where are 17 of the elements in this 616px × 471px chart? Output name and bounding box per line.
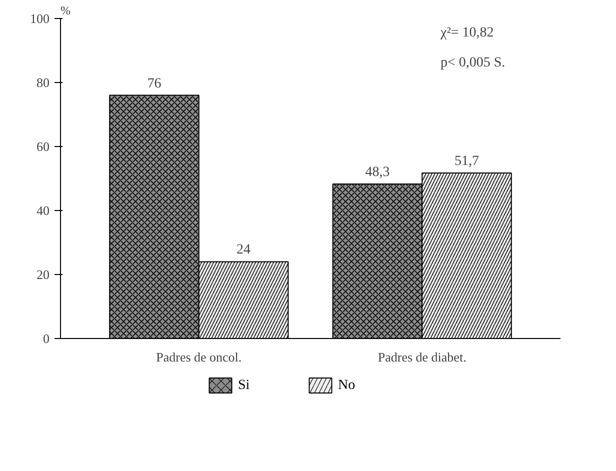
legend-label: Si <box>238 378 250 393</box>
y-tick-label: 40 <box>36 203 50 218</box>
x-tick-label: Padres de diabet. <box>378 350 466 364</box>
y-tick-label: 20 <box>36 267 50 282</box>
y-tick-label: 0 <box>43 331 50 346</box>
legend-label: No <box>338 378 356 393</box>
annotation: p< 0,005 S. <box>440 56 506 70</box>
x-tick-label: Padres de oncol. <box>156 350 242 364</box>
data-label: 24 <box>236 242 251 258</box>
y-axis-title: % <box>60 4 70 18</box>
y-tick-label: 80 <box>36 75 50 90</box>
y-tick-label: 100 <box>30 11 50 26</box>
data-label: 48,3 <box>365 164 390 180</box>
data-label: 76 <box>147 76 162 92</box>
data-label: 51,7 <box>454 154 479 170</box>
annotation: χ²= 10,82 <box>440 26 494 40</box>
y-tick-label: 60 <box>36 139 50 154</box>
